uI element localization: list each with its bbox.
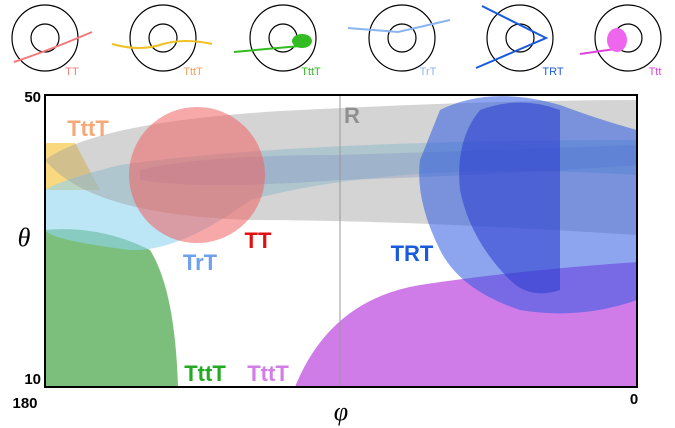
plot-regions xyxy=(45,95,637,387)
y-axis-label: θ xyxy=(18,223,31,252)
icon-label: TttT xyxy=(301,66,321,78)
icon-label: TT xyxy=(65,66,79,78)
region-label: TttT xyxy=(67,116,109,141)
x-axis-label: φ xyxy=(334,397,348,426)
x-right-label: 0 xyxy=(630,391,638,408)
region-label: R xyxy=(344,103,360,128)
icon-label: Ttt xyxy=(649,66,662,78)
x-left-label: 180 xyxy=(12,395,37,412)
icon-label: TRT xyxy=(542,66,563,78)
region-label: TRT xyxy=(391,241,434,266)
y-top-label: 50 xyxy=(24,89,41,106)
region-label: TT xyxy=(245,228,272,253)
plot-frame xyxy=(44,94,638,388)
region-label: TrT xyxy=(183,250,218,275)
icon-label: TrT xyxy=(420,66,437,78)
region-label: TttT xyxy=(247,361,289,386)
y-bottom-label: 10 xyxy=(24,371,41,388)
region-label: TttT xyxy=(184,361,226,386)
icons xyxy=(11,4,662,72)
icon-label: TttT xyxy=(183,66,203,78)
